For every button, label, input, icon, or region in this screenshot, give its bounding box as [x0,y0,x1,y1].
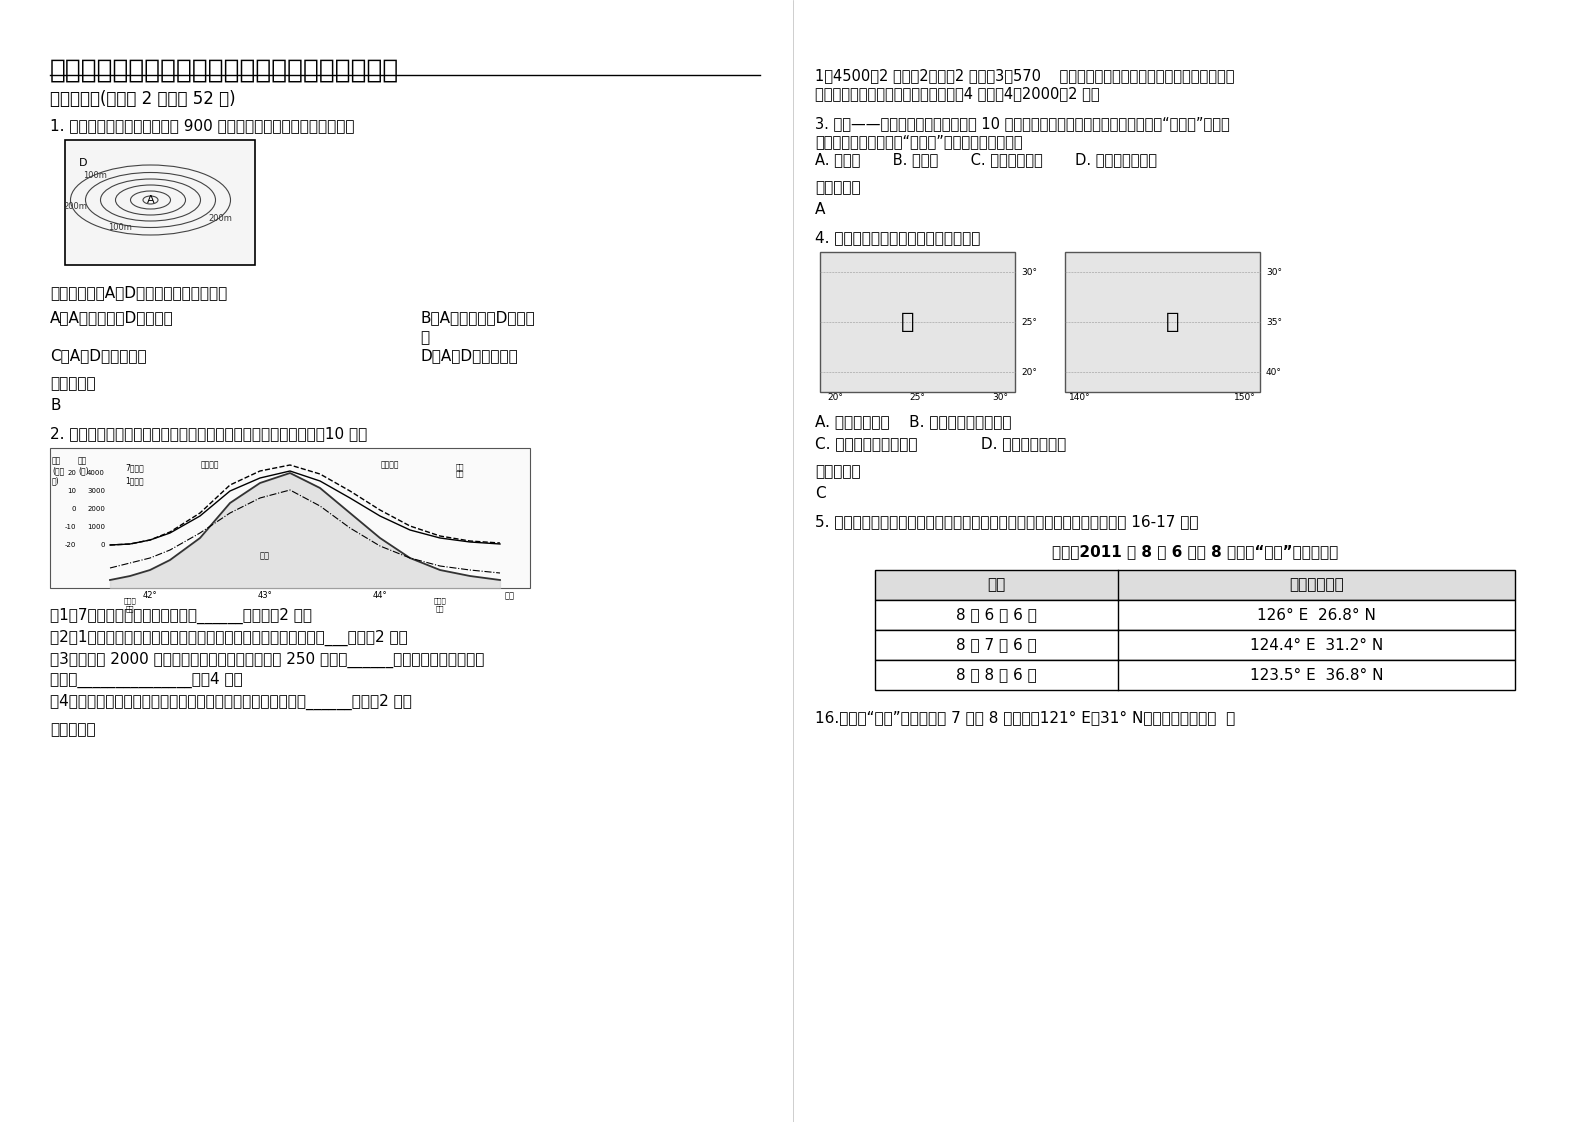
Text: 20: 20 [67,470,76,476]
Text: 坡上升产生地形雨，故北坡降水多。（4 分）（4）2000（2 分）: 坡上升产生地形雨，故北坡降水多。（4 分）（4）2000（2 分） [816,86,1100,101]
Text: 年降水量: 年降水量 [381,460,400,469]
Text: 123.5° E  36.8° N: 123.5° E 36.8° N [1251,668,1384,682]
Text: 100m: 100m [108,223,132,232]
Text: 准噶尔
盆地: 准噶尔 盆地 [124,597,136,611]
Text: 1000: 1000 [87,524,105,530]
Text: 25°: 25° [1020,318,1036,327]
Text: B: B [51,398,60,413]
Text: 海拔
(米): 海拔 (米) [78,456,89,476]
Bar [874,629,1516,660]
Bar [874,600,1516,629]
Text: A: A [146,195,154,205]
Text: 参考答案：: 参考答案： [816,180,860,195]
Text: 3000: 3000 [87,488,105,494]
Text: A. 荧育窟       B. 橡胶树       C. 热带雨林景观       D. 热带季雨林景观: A. 荧育窟 B. 橡胶树 C. 热带雨林景观 D. 热带季雨林景观 [816,151,1157,167]
Text: 2. 下图示意地形剖面及其对应的气候资料，读图回答下列问题。（10 分）: 2. 下图示意地形剖面及其对应的气候资料，读图回答下列问题。（10 分） [51,426,367,441]
Text: 30°: 30° [992,393,1008,402]
Bar [874,570,1516,600]
Text: 国际旅游热线之一，在“新马泰”看不到的旅游景观是: 国际旅游热线之一，在“新马泰”看不到的旅游景观是 [816,134,1022,149]
Text: 8 月 6 日 6 时: 8 月 6 日 6 时 [955,607,1036,623]
Text: 风: 风 [421,330,428,344]
Text: 塔里木
盆地: 塔里木 盆地 [433,597,446,611]
Text: 1. 下图为北半球某区域近地面 900 百帕等压面空间高度分布图，回答: 1. 下图为北半球某区域近地面 900 百帕等压面空间高度分布图，回答 [51,118,354,134]
Text: 北纬: 北纬 [505,591,516,600]
Text: 参考答案：: 参考答案： [51,376,95,390]
Bar [820,252,1016,392]
Text: 42°: 42° [143,591,157,600]
Text: 8 月 8 日 6 时: 8 月 8 日 6 时 [957,668,1036,682]
Text: 台风中心位置: 台风中心位置 [1289,578,1344,592]
Text: 0: 0 [100,542,105,548]
Text: 16.受台风“梅花”的影响，从 7 日至 8 日上海（121° E，31° N）的天气变化是（  ）: 16.受台风“梅花”的影响，从 7 日至 8 日上海（121° E，31° N）… [816,710,1235,725]
Text: 40°: 40° [1266,368,1282,377]
Text: A: A [816,202,825,217]
Text: -20: -20 [65,542,76,548]
Text: 20°: 20° [827,393,843,402]
Text: 44°: 44° [373,591,387,600]
Text: 4. 下图中甲、乙两地相似的地理特征有: 4. 下图中甲、乙两地相似的地理特征有 [816,230,981,245]
Text: A．A吹偏北风，D吹偏南风: A．A吹偏北风，D吹偏南风 [51,310,173,325]
Text: 地形剖面: 地形剖面 [200,460,219,469]
Text: -10: -10 [65,524,76,530]
Text: 5. 热带风暴、台风和飓风都是发生在热带洋面上的强烈气旋，根据材料回答 16-17 题。: 5. 热带风暴、台风和飓风都是发生在热带洋面上的强烈气旋，根据材料回答 16-1… [816,514,1198,528]
Text: 参考答案：: 参考答案： [816,465,860,479]
Text: 1月均温: 1月均温 [125,476,144,485]
Text: C．A、D均吹偏北风: C．A、D均吹偏北风 [51,348,146,364]
Text: 1）4500（2 分）（2）北（2 分）（3）570    西风带来的水汽从山口进入盆地，并沿天山北: 1）4500（2 分）（2）北（2 分）（3）570 西风带来的水汽从山口进入盆… [816,68,1235,83]
Text: 7月均温: 7月均温 [125,463,144,472]
Text: 2000: 2000 [87,506,105,512]
Text: 126° E  26.8° N: 126° E 26.8° N [1257,607,1376,623]
Text: 3. 中国——东盟自由贸易区将在未来 10 年形成世界最大的自由贸易区。据此分析“新马泰”已成为: 3. 中国——东盟自由贸易区将在未来 10 年形成世界最大的自由贸易区。据此分析… [816,116,1230,131]
Text: 10: 10 [67,488,76,494]
Text: 8 月 7 日 6 时: 8 月 7 日 6 时 [957,637,1036,653]
Text: 4000: 4000 [87,470,105,476]
Text: 时间: 时间 [987,578,1006,592]
Text: 乙: 乙 [1166,312,1179,332]
Text: 江苏省连云港市文达中学高三地理联考试题含解析: 江苏省连云港市文达中学高三地理联考试题含解析 [51,58,400,84]
Text: 30°: 30° [1020,267,1036,276]
Text: 0: 0 [71,506,76,512]
Text: （2）1月出现大面积逆温的两个地区中，地势起伏较大的位于天山___侧。（2 分）: （2）1月出现大面积逆温的两个地区中，地势起伏较大的位于天山___侧。（2 分） [51,629,408,646]
Text: C: C [816,486,825,502]
Text: 一、选择题(每小题 2 分，共 52 分): 一、选择题(每小题 2 分，共 52 分) [51,90,235,108]
Text: 天山: 天山 [260,551,270,560]
Text: 43°: 43° [257,591,273,600]
Text: 35°: 35° [1266,318,1282,327]
Text: 甲: 甲 [901,312,914,332]
Text: C. 河流径流季节变化大             D. 植被以森林为主: C. 河流径流季节变化大 D. 植被以森林为主 [816,436,1066,451]
Text: 乌鲁
木齐: 乌鲁 木齐 [455,463,465,477]
Text: A. 农业比较发达    B. 气候较周边地区凉爽: A. 农业比较发达 B. 气候较周边地区凉爽 [816,414,1011,429]
Text: D: D [79,158,87,168]
Text: 140°: 140° [1070,393,1090,402]
Bar [65,140,256,265]
Text: 25°: 25° [909,393,925,402]
Text: 200m: 200m [63,202,87,211]
Text: 温度
(摄氏
度): 温度 (摄氏 度) [52,456,63,486]
Text: 200m: 200m [208,214,232,223]
Text: 表一：2011 年 8 月 6 日至 8 日台风“梅花”的中心位置: 表一：2011 年 8 月 6 日至 8 日台风“梅花”的中心位置 [1052,544,1338,559]
Bar [1065,252,1260,392]
Text: 20°: 20° [1020,368,1036,377]
Text: 124.4° E  31.2° N: 124.4° E 31.2° N [1251,637,1384,653]
Text: （3）在海拔 2000 米处，南北两坡年降水量分别为 250 毫米、______毫米。造成这种差异的: （3）在海拔 2000 米处，南北两坡年降水量分别为 250 毫米、______… [51,652,484,669]
Text: 参考答案：: 参考答案： [51,721,95,737]
Bar [51,448,530,588]
Text: 原因是_______________。（4 分）: 原因是_______________。（4 分） [51,672,243,688]
Text: 30°: 30° [1266,267,1282,276]
Bar [874,660,1516,690]
Text: （4）只考虑温度高低，则天山北麓牲畜过冬的牧场应位于海拔______米。（2 分）: （4）只考虑温度高低，则天山北麓牲畜过冬的牧场应位于海拔______米。（2 分… [51,695,413,710]
Text: B．A吹偏南风，D吹偏北: B．A吹偏南风，D吹偏北 [421,310,535,325]
Text: （1）7月均温最小值出现在海拔约______米处。（2 分）: （1）7月均温最小值出现在海拔约______米处。（2 分） [51,608,313,624]
Text: D．A、D均吹偏南风: D．A、D均吹偏南风 [421,348,517,364]
Text: 150°: 150° [1235,393,1255,402]
Text: 100m: 100m [83,171,106,180]
Text: 下列关于图中A、D两处风向说法正确的是: 下列关于图中A、D两处风向说法正确的是 [51,285,227,300]
